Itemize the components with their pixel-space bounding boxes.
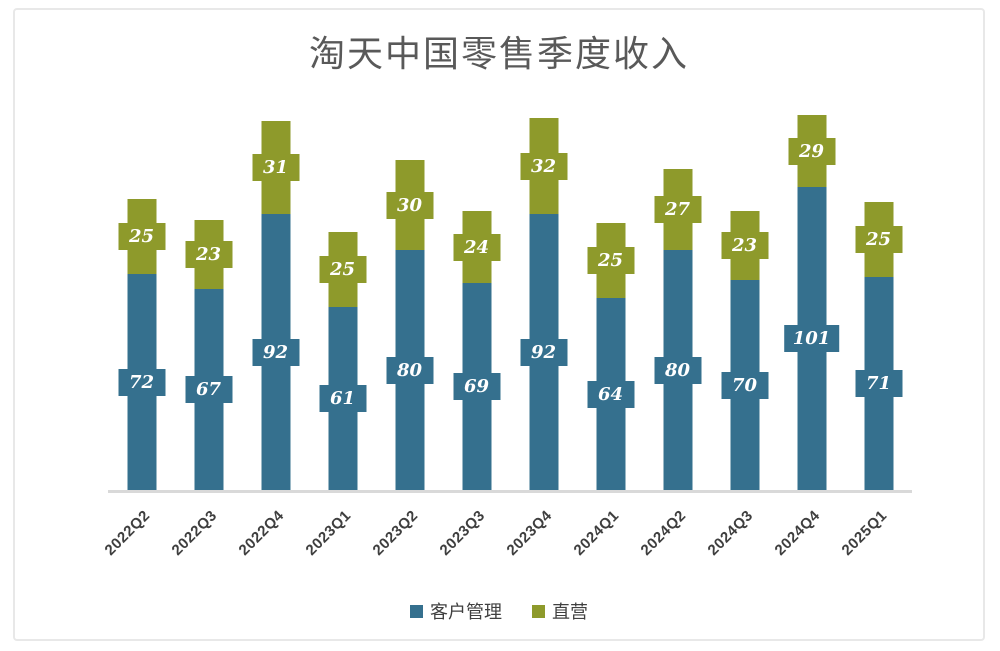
x-label-column: 2022Q2 (102, 493, 175, 583)
legend-swatch-icon (532, 604, 545, 618)
data-label-直营: 30 (386, 191, 433, 219)
data-label-直营: 23 (721, 232, 768, 259)
x-label-column: 2023Q2 (370, 493, 443, 583)
bar-column-2022Q2: 72 25 (108, 115, 175, 490)
chart-title: 淘天中国零售季度收入 (308, 34, 689, 74)
data-label-直营: 32 (520, 152, 567, 180)
bar-column-2022Q4: 92 31 (242, 115, 309, 490)
bar-column-2022Q3: 67 23 (175, 115, 242, 490)
legend-label: 客户管理 (430, 602, 502, 622)
data-label-客户管理: 71 (855, 370, 902, 397)
bar-column-2024Q4: 101 29 (778, 115, 845, 490)
bar-column-2024Q1: 64 25 (577, 115, 644, 490)
data-label-客户管理: 101 (783, 325, 840, 352)
data-label-直营: 29 (788, 137, 835, 165)
x-axis-label-2025Q1: 2025Q1 (838, 507, 891, 559)
data-label-客户管理: 69 (453, 373, 500, 400)
x-label-column: 2023Q1 (303, 493, 376, 583)
chart-container: 淘天中国零售季度收入 72 25 67 23 92 31 61 25 80 30 69 24 92 32 6… (13, 8, 985, 641)
x-axis-label-2023Q2: 2023Q2 (369, 507, 422, 559)
bar-column-2024Q3: 70 23 (711, 115, 778, 490)
x-axis-label-2023Q3: 2023Q3 (436, 507, 489, 559)
x-axis-label-2022Q2: 2022Q2 (101, 507, 154, 559)
x-label-column: 2024Q3 (705, 493, 778, 583)
data-label-客户管理: 92 (520, 338, 567, 366)
legend-label: 直营 (552, 602, 588, 622)
x-axis-label-2024Q1: 2024Q1 (570, 507, 623, 559)
legend-item-直营: 直营 (532, 598, 588, 624)
bar-2024Q4 (797, 115, 826, 490)
x-axis-labels: 2022Q2 2022Q3 2022Q4 2023Q1 2023Q2 2023Q3 2023… (102, 493, 912, 583)
x-label-column: 2024Q4 (772, 493, 845, 583)
data-label-直营: 25 (587, 247, 634, 274)
data-label-直营: 24 (453, 233, 500, 261)
plot-area: 72 25 67 23 92 31 61 25 80 30 69 24 92 32 64 25 80 27 70 23… (108, 115, 912, 490)
x-axis-label-2022Q3: 2022Q3 (168, 507, 221, 559)
data-label-客户管理: 80 (654, 356, 701, 384)
data-label-客户管理: 72 (118, 368, 165, 396)
x-label-column: 2022Q3 (169, 493, 242, 583)
x-label-column: 2025Q1 (839, 493, 912, 583)
bar-column-2025Q1: 71 25 (845, 115, 912, 490)
x-axis-line (108, 490, 912, 493)
data-label-客户管理: 92 (252, 338, 299, 366)
data-label-客户管理: 70 (721, 371, 768, 399)
bar-column-2023Q2: 80 30 (376, 115, 443, 490)
x-label-column: 2024Q1 (571, 493, 644, 583)
x-label-column: 2023Q3 (437, 493, 510, 583)
bar-column-2023Q4: 92 32 (510, 115, 577, 490)
data-label-客户管理: 61 (319, 385, 366, 412)
x-label-column: 2024Q2 (638, 493, 711, 583)
x-label-column: 2022Q4 (236, 493, 309, 583)
x-axis-label-2024Q2: 2024Q2 (637, 507, 690, 559)
data-label-直营: 25 (118, 223, 165, 250)
bar-column-2023Q3: 69 24 (443, 115, 510, 490)
data-label-直营: 31 (252, 154, 299, 181)
data-label-直营: 27 (654, 196, 701, 223)
x-label-column: 2023Q4 (504, 493, 577, 583)
data-label-客户管理: 67 (185, 376, 232, 403)
bar-column-2023Q1: 61 25 (309, 115, 376, 490)
data-label-直营: 23 (185, 241, 232, 268)
x-axis-label-2022Q4: 2022Q4 (235, 507, 288, 559)
x-axis-label-2024Q4: 2024Q4 (771, 507, 824, 559)
bar-column-2024Q2: 80 27 (644, 115, 711, 490)
data-label-客户管理: 64 (587, 380, 634, 408)
legend: 客户管理 直营 (15, 598, 983, 624)
x-axis-label-2024Q3: 2024Q3 (704, 507, 757, 559)
legend-swatch-icon (410, 604, 423, 618)
data-label-直营: 25 (855, 226, 902, 253)
legend-item-客户管理: 客户管理 (410, 598, 502, 624)
data-label-客户管理: 80 (386, 356, 433, 384)
data-label-直营: 25 (319, 256, 366, 283)
x-axis-label-2023Q4: 2023Q4 (503, 507, 556, 559)
x-axis-label-2023Q1: 2023Q1 (302, 507, 355, 559)
